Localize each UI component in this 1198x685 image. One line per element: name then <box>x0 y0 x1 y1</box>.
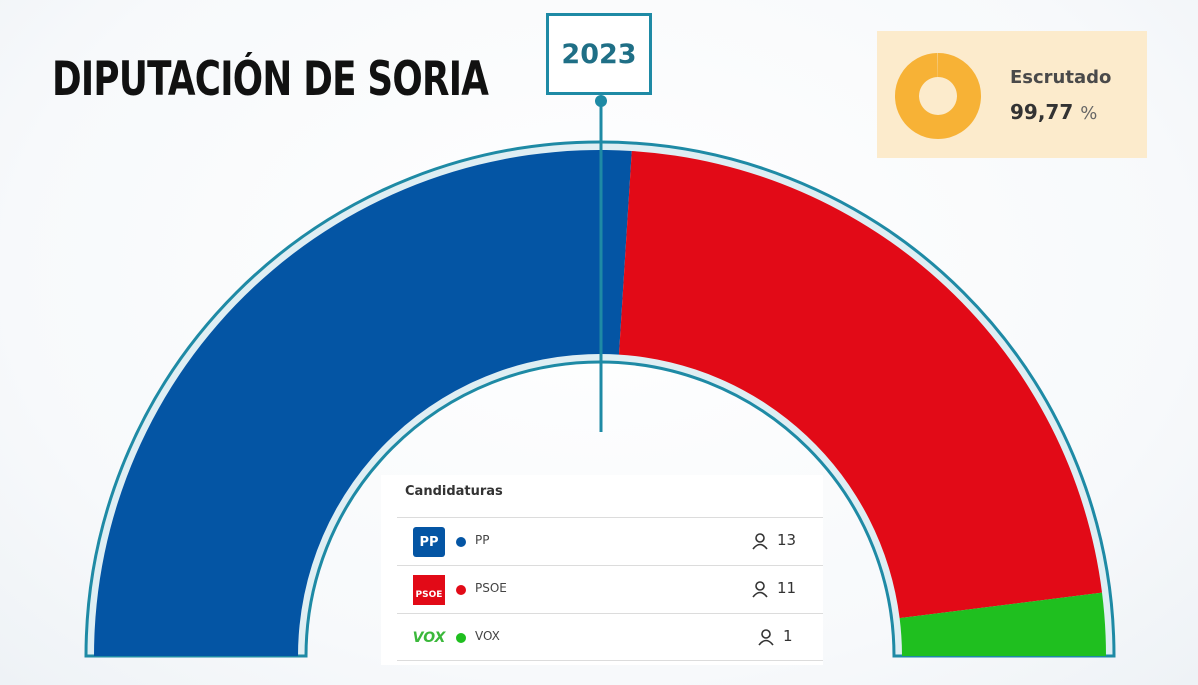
person-icon <box>758 629 774 646</box>
person-icon <box>752 533 768 550</box>
seat-segment-vox <box>899 592 1106 656</box>
psoe-seats: 11 <box>777 579 797 597</box>
page-title: DIPUTACIÓN DE SORIA <box>52 52 489 107</box>
scrutiny-panel: Escrutado 99,77 % <box>877 31 1147 158</box>
seat-segment-psoe <box>618 150 1103 619</box>
candidature-row-psoe[interactable]: PSOE PSOE 11 <box>397 565 823 613</box>
scrutiny-progress-arc <box>895 53 981 139</box>
scrutiny-donut-chart <box>895 53 981 139</box>
psoe-name: PSOE <box>475 581 507 595</box>
scrutiny-value: 99,77 % <box>1010 100 1097 124</box>
vox-color-dot <box>456 633 466 643</box>
candidature-row-vox[interactable]: VOX VOX 1 <box>397 613 823 661</box>
vox-name: VOX <box>475 629 500 643</box>
vox-logo-icon: VOX <box>412 623 446 653</box>
psoe-color-dot <box>456 585 466 595</box>
pp-logo-text: PP <box>419 534 439 550</box>
psoe-logo-text: PSOE <box>415 590 443 600</box>
person-icon <box>752 581 768 598</box>
pp-seats: 13 <box>777 531 797 549</box>
year-label: 2023 <box>546 13 652 95</box>
scrutiny-number: 99,77 <box>1010 100 1074 124</box>
psoe-logo-icon: PSOE <box>413 575 445 605</box>
pp-name: PP <box>475 533 490 547</box>
pp-logo-icon: PP <box>413 527 445 557</box>
vox-logo-text: VOX <box>412 630 446 646</box>
seat-segment-pp <box>94 150 632 657</box>
pp-color-dot <box>456 537 466 547</box>
vox-seats: 1 <box>783 627 793 645</box>
year-marker-dot <box>595 95 607 107</box>
chart-segments <box>94 150 1106 657</box>
scrutiny-unit: % <box>1080 103 1098 124</box>
candidature-row-pp[interactable]: PP PP 13 <box>397 517 823 565</box>
scrutiny-label: Escrutado <box>1010 67 1112 88</box>
candidatures-card: Candidaturas PP PP 13 PSOE PSOE 11 VOX V… <box>381 475 823 665</box>
candidatures-header: Candidaturas <box>405 484 503 499</box>
